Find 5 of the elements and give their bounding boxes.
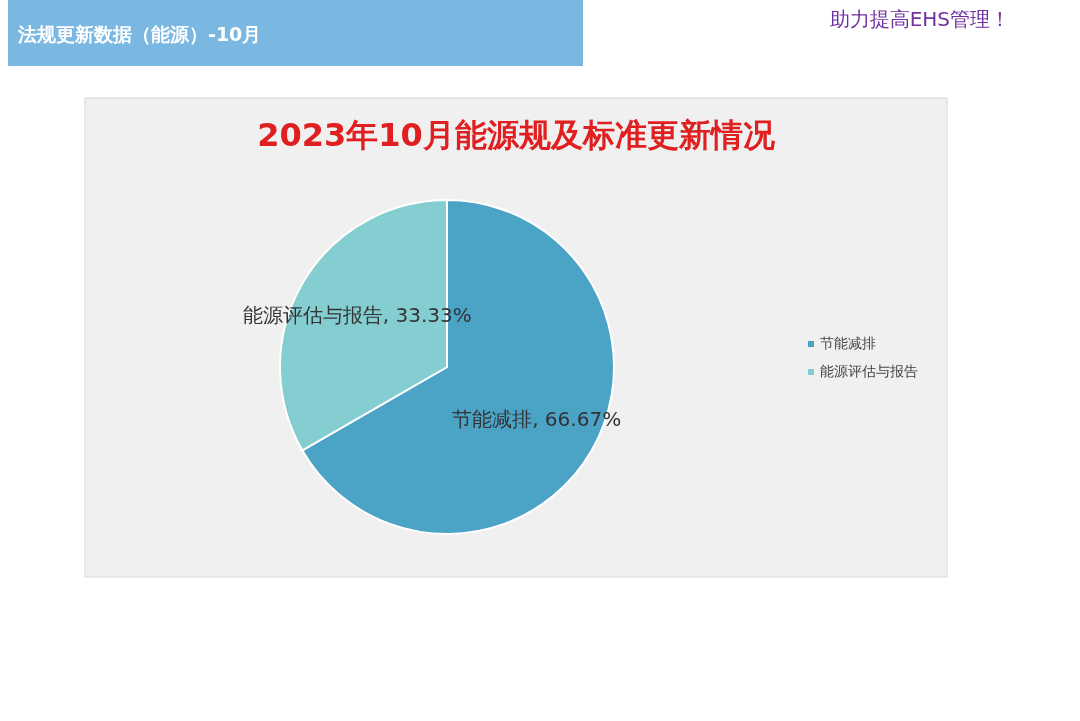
legend-label: 节能减排	[820, 335, 876, 351]
text: 助力提高EHS管理！	[829, 7, 1010, 31]
chart-title: 2023年10月能源规及标准更新情况	[257, 116, 776, 154]
legend-label: 能源评估与报告	[820, 363, 918, 379]
text: 法规更新数据（能源）-10月	[17, 23, 262, 45]
